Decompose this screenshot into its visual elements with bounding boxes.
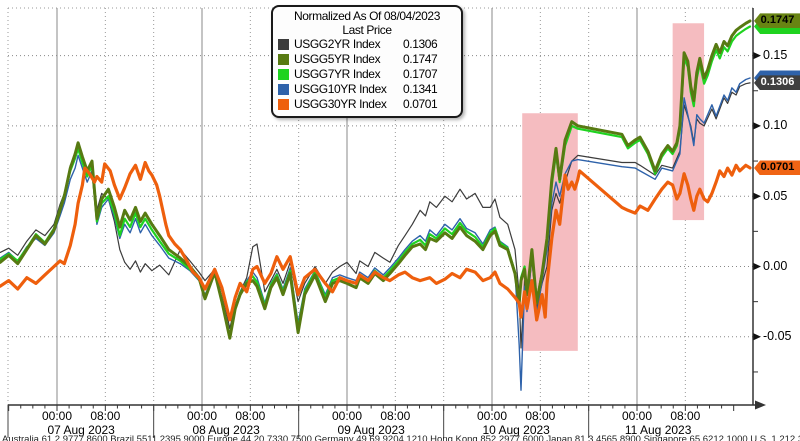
y-axis-tick-label: -0.05 xyxy=(763,329,792,344)
legend-swatch-icon xyxy=(278,54,289,65)
y-axis-tick-label: 0.00 xyxy=(763,259,788,273)
legend-items: USGG2YR Index 0.1306 USGG5YR Index 0.1747 US… xyxy=(278,37,456,112)
x-axis-time-label: 08:00 xyxy=(90,409,121,423)
footer-disclaimer: Australia 61 2 9777 8600 Brazil 5511 239… xyxy=(2,434,800,441)
x-axis-time-label: 00:00 xyxy=(331,409,363,423)
series-line-usgg2yr xyxy=(0,82,751,349)
y-tick-arrow xyxy=(753,263,761,270)
x-axis-time-label: 00:00 xyxy=(476,409,508,423)
y-axis-tick-label: 0.10 xyxy=(763,118,788,133)
last-price-badge: 0.1306 xyxy=(754,75,800,91)
x-axis-date-label: 11 Aug 2023 xyxy=(624,423,692,437)
legend-item: USGG10YR Index 0.1341 xyxy=(278,82,456,97)
legend-swatch-icon xyxy=(278,84,289,95)
x-axis-date-label: 07 Aug 2023 xyxy=(47,423,115,437)
legend-series-value: 0.1306 xyxy=(403,37,438,51)
legend-item: USGG5YR Index 0.1747 xyxy=(278,52,456,67)
legend-swatch-icon xyxy=(278,69,289,80)
series-line-usgg10yr xyxy=(0,77,751,391)
y-tick-arrow xyxy=(753,192,761,200)
x-axis-date-label: 10 Aug 2023 xyxy=(482,423,550,437)
legend-series-value: 0.1707 xyxy=(403,67,438,81)
legend-series-label: USGG2YR Index xyxy=(294,37,381,51)
legend-series-label: USGG10YR Index xyxy=(294,82,387,96)
legend-series-label: USGG30YR Index xyxy=(294,97,387,111)
legend-series-value: 0.1341 xyxy=(403,82,438,96)
legend-series-label: USGG7YR Index xyxy=(294,67,381,81)
last-price-badge: 0.0701 xyxy=(754,160,800,176)
x-axis-time-label: 00:00 xyxy=(186,409,218,423)
legend-swatch-icon xyxy=(278,99,289,110)
x-axis-time-label: 08:00 xyxy=(380,409,411,423)
x-axis-time-label: 00:00 xyxy=(621,409,653,423)
legend-series-value: 0.1747 xyxy=(403,52,438,66)
y-axis-tick-label: 0.05 xyxy=(763,188,788,203)
y-axis-tick-label: 0.15 xyxy=(763,48,788,63)
last-price-badge: 0.1747 xyxy=(754,13,800,29)
y-tick-arrow xyxy=(753,122,761,130)
legend-swatch-icon xyxy=(278,39,289,50)
y-tick-arrow xyxy=(753,333,761,341)
legend-series-label: USGG5YR Index xyxy=(294,52,381,66)
x-axis-date-label: 08 Aug 2023 xyxy=(192,423,260,437)
legend-item: USGG30YR Index 0.0701 xyxy=(278,97,456,112)
chart-legend[interactable]: Normalized As Of 08/04/2023 Last Price U… xyxy=(271,5,463,118)
x-axis-time-label: 08:00 xyxy=(525,409,556,423)
x-axis-date-label: 09 Aug 2023 xyxy=(337,423,405,437)
y-tick-arrow xyxy=(753,52,761,60)
x-axis-time-label: 08:00 xyxy=(235,409,266,423)
series-line-usgg5yr xyxy=(0,19,752,340)
legend-item: USGG7YR Index 0.1707 xyxy=(278,67,456,82)
x-axis-time-label: 08:00 xyxy=(670,409,701,423)
legend-series-value: 0.0701 xyxy=(403,97,438,111)
legend-title: Normalized As Of 08/04/2023 xyxy=(294,9,440,23)
legend-item: USGG2YR Index 0.1306 xyxy=(278,37,456,52)
legend-subtitle: Last Price xyxy=(342,23,392,37)
x-axis-time-label: 00:00 xyxy=(41,409,73,423)
x-axis-arrow xyxy=(755,400,766,410)
series-line-usgg30yr xyxy=(0,160,752,322)
